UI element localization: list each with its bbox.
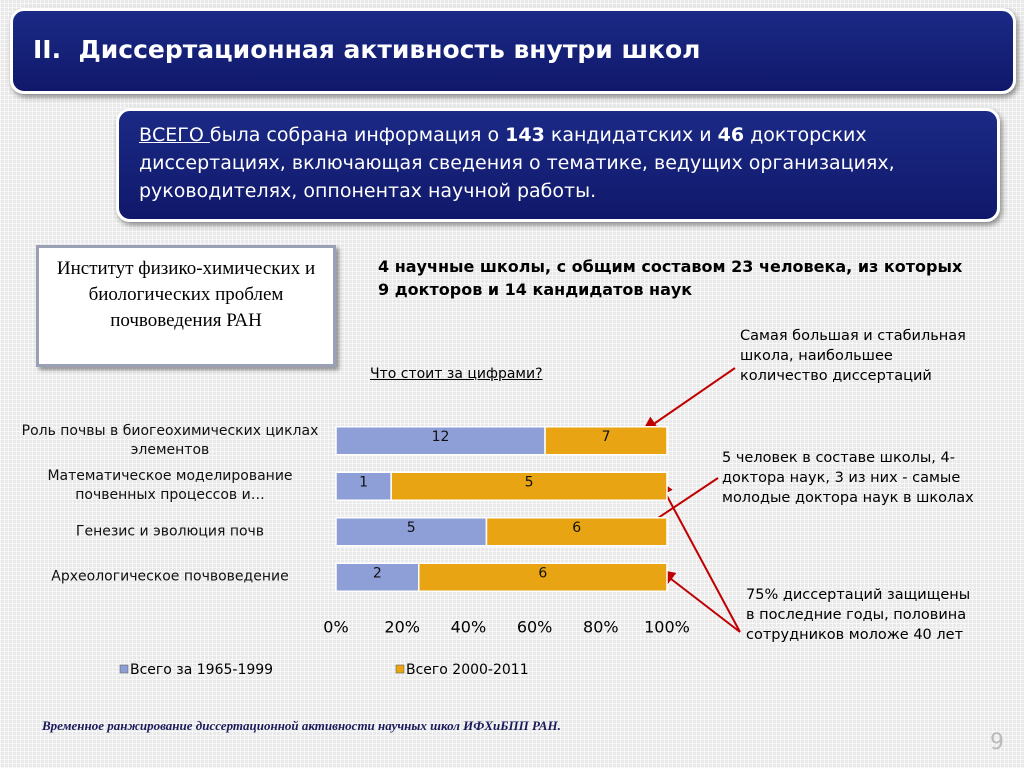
summary-lead: ВСЕГО — [139, 124, 210, 146]
data-label: 6 — [572, 520, 581, 536]
category-label: Археологическое почвоведение — [51, 568, 289, 585]
data-label: 5 — [407, 520, 416, 536]
annotation: Самая большая и стабильная школа, наибол… — [740, 328, 966, 384]
page-number: 9 — [990, 730, 1004, 755]
summary-box: ВСЕГО была собрана информация о 143 канд… — [116, 108, 1000, 222]
legend-swatch — [395, 664, 405, 674]
x-tick-label: 60% — [517, 618, 553, 637]
arrow — [641, 367, 736, 433]
bar-segment — [335, 471, 392, 501]
link[interactable]: Что стоит за цифрами? — [370, 366, 543, 382]
summary-number: 46 — [717, 124, 745, 146]
title: II. Диссертационная активность внутри шк… — [33, 35, 701, 64]
x-tick-label: 80% — [583, 618, 619, 637]
summary-text: кандидатских и — [544, 124, 718, 146]
data-label: 5 — [525, 474, 534, 490]
summary-text: докторских диссертациях, включающая свед… — [139, 124, 895, 202]
legend-label: Всего 2000-2011 — [406, 662, 529, 678]
data-label: 7 — [602, 429, 611, 445]
title-bar: II. Диссертационная активность внутри шк… — [10, 8, 1016, 94]
x-tick-label: 20% — [384, 618, 420, 637]
category-label: Роль почвы в биогеохимических циклах эле… — [21, 422, 319, 458]
bar-segment — [390, 471, 668, 501]
institute-box: Институт физико-химических и биологическ… — [36, 245, 336, 367]
legend-label: Всего за 1965-1999 — [130, 662, 273, 678]
arrow — [658, 569, 741, 633]
x-tick-label: 0% — [323, 618, 348, 637]
summary-text: была собрана информация о — [209, 124, 506, 146]
data-label: 2 — [373, 565, 382, 581]
bar-segment — [418, 562, 668, 592]
heading: 4 научные школы, с общим составом 23 чел… — [378, 257, 963, 299]
annotation: 5 человек в составе школы, 4-доктора нау… — [722, 450, 974, 506]
category-label: Математическое моделирование почвенных п… — [47, 468, 293, 504]
x-tick-label: 40% — [451, 618, 487, 637]
arrow — [658, 479, 741, 633]
data-label: 1 — [359, 474, 368, 490]
bar-segment — [544, 426, 668, 456]
summary-number: 143 — [505, 124, 545, 146]
caption: Временное ранжирование диссертационной а… — [42, 718, 561, 733]
summary: ВСЕГО была собрана информация о 143 канд… — [139, 121, 984, 205]
bar-segment — [335, 517, 488, 547]
category-label: Генезис и эволюция почв — [75, 523, 265, 540]
x-tick-label: 100% — [644, 618, 690, 637]
data-label: 12 — [432, 429, 450, 445]
institute: Институт физико-химических и биологическ… — [56, 258, 316, 331]
bar-segment — [485, 517, 668, 547]
annotation: 75% диссертаций защищены в последние год… — [746, 587, 971, 643]
legend-swatch — [119, 664, 129, 674]
data-label: 6 — [538, 565, 547, 581]
